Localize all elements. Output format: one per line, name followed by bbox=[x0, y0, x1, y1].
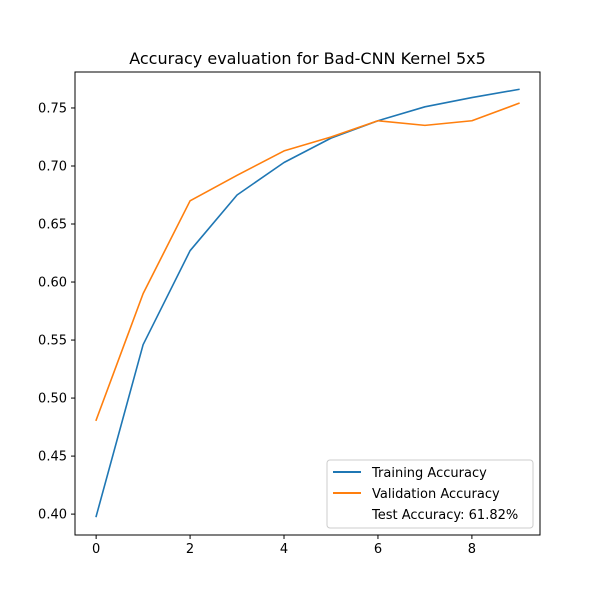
x-tick-label: 6 bbox=[374, 542, 382, 557]
y-tick-label: 0.65 bbox=[38, 218, 67, 233]
series-line-validation bbox=[95, 102, 520, 422]
legend-label-validation: Validation Accuracy bbox=[372, 487, 500, 502]
y-tick-label: 0.75 bbox=[38, 101, 67, 116]
series-layer bbox=[95, 88, 520, 518]
x-tick-label: 4 bbox=[280, 542, 288, 557]
y-tick-label: 0.50 bbox=[38, 392, 67, 407]
legend: Training Accuracy Validation Accuracy Te… bbox=[326, 459, 534, 529]
ticks-layer: 0 2 4 6 8 0.40 0.45 0.50 0.55 0.60 0.65 0.70 0.75 bbox=[38, 101, 476, 557]
x-tick-label: 8 bbox=[468, 542, 476, 557]
legend-box bbox=[326, 459, 534, 529]
legend-label-training: Training Accuracy bbox=[371, 466, 487, 481]
chart-title: Accuracy evaluation for Bad-CNN Kernel 5… bbox=[129, 49, 486, 68]
series-line-training bbox=[95, 88, 520, 518]
y-tick-label: 0.40 bbox=[38, 508, 67, 523]
y-tick-label: 0.45 bbox=[38, 450, 67, 465]
x-tick-label: 2 bbox=[186, 542, 194, 557]
y-tick-label: 0.55 bbox=[38, 334, 67, 349]
plot-frame bbox=[74, 71, 541, 536]
y-tick-label: 0.70 bbox=[38, 159, 67, 174]
legend-test-accuracy: Test Accuracy: 61.82% bbox=[371, 508, 518, 523]
x-tick-label: 0 bbox=[92, 542, 100, 557]
y-tick-label: 0.60 bbox=[38, 276, 67, 291]
